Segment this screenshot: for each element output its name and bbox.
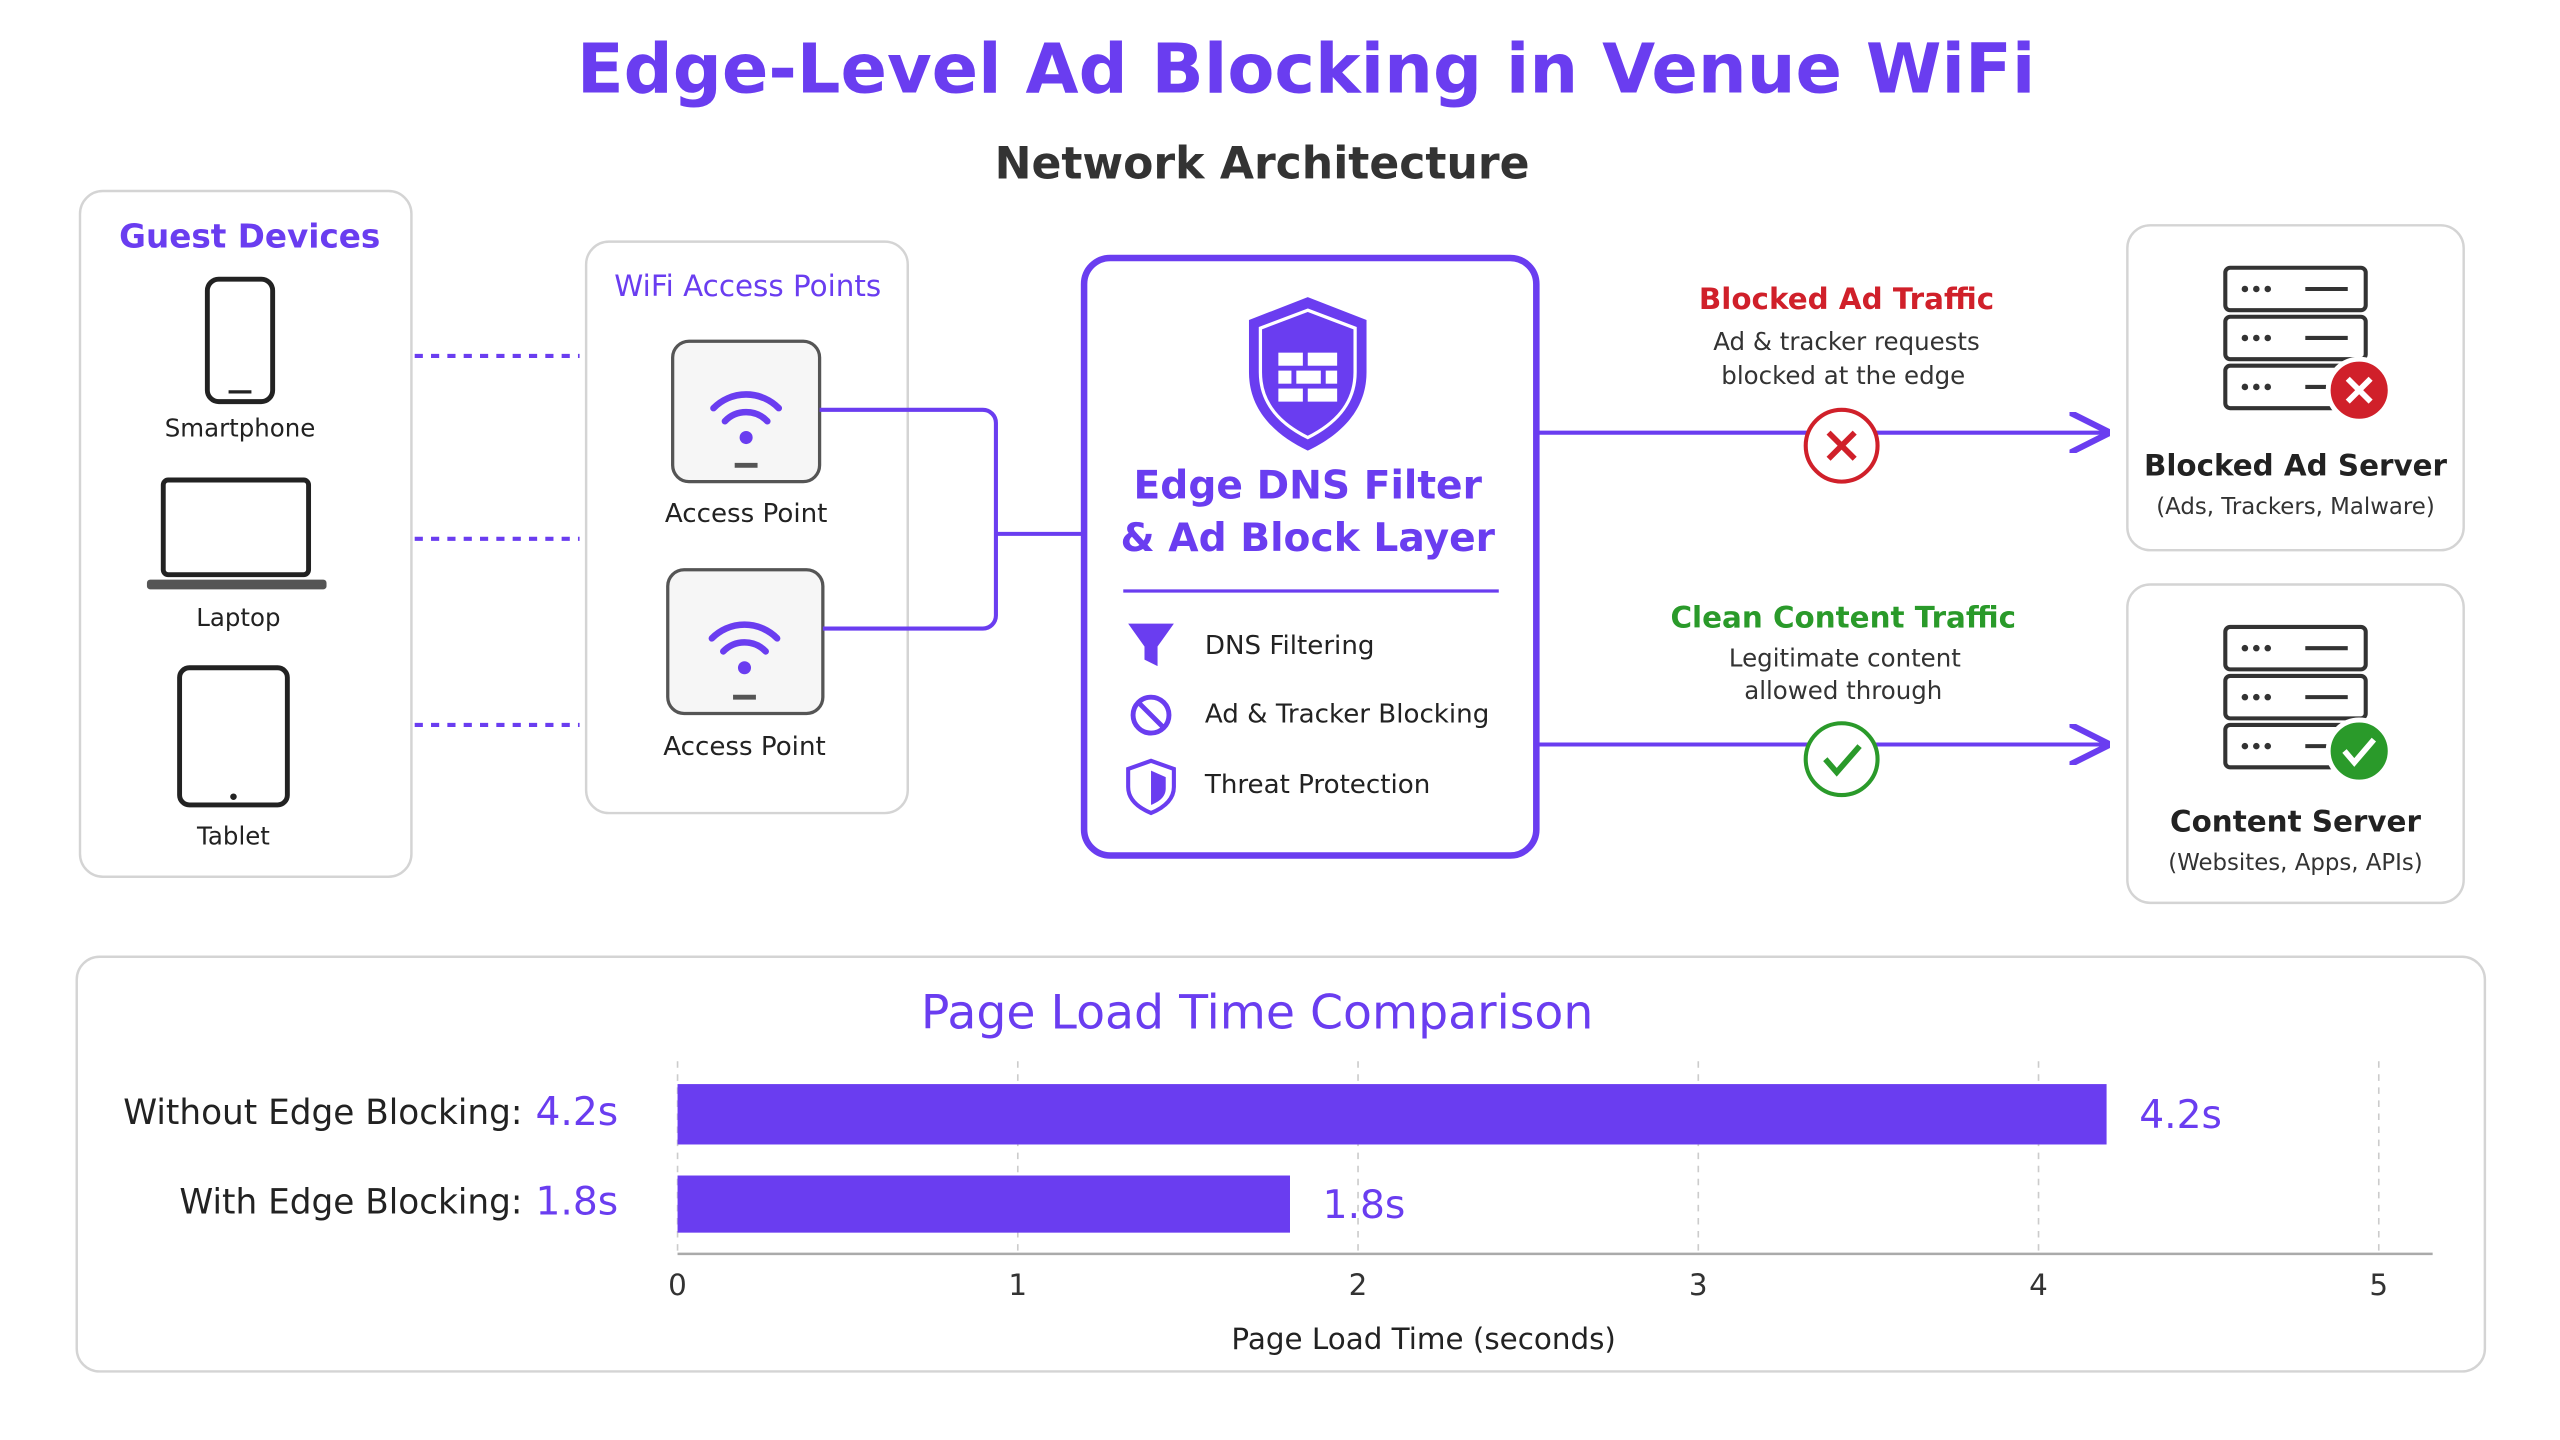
rack-led <box>2264 334 2272 342</box>
category-label: Without Edge Blocking: <box>123 1093 522 1133</box>
rack-led <box>2264 285 2272 293</box>
filter-title: & Ad Block Layer <box>1120 516 1495 561</box>
server-detail: (Websites, Apps, APIs) <box>2168 850 2422 876</box>
chart-panel <box>75 955 2487 1373</box>
blocked-server-badge <box>2325 356 2393 424</box>
x-tick-label: 5 <box>2369 1268 2388 1302</box>
server-name: Content Server <box>2170 804 2421 838</box>
subtitle: Network Architecture <box>995 139 1530 190</box>
filter-title: Edge DNS Filter <box>1134 464 1483 509</box>
tablet-icon <box>177 665 290 808</box>
category-value-label: 1.8s <box>536 1180 619 1225</box>
devices-title: Guest Devices <box>119 217 380 255</box>
smartphone-icon <box>204 276 276 405</box>
feature: Threat Protection <box>1204 770 1430 800</box>
value-label: 4.2s <box>2139 1093 2222 1138</box>
category-value-label: 4.2s <box>536 1090 619 1135</box>
x-tick-label: 2 <box>1349 1268 1368 1302</box>
rack-led <box>2253 383 2260 391</box>
block-icon <box>1130 694 1172 736</box>
access-point-icon <box>671 339 822 484</box>
flow-description: blocked at the edge <box>1721 361 1965 390</box>
rack-led <box>2241 285 2249 293</box>
rack-led <box>2253 693 2260 701</box>
shield-icon <box>1248 297 1367 451</box>
ap-title: WiFi Access Points <box>614 269 881 303</box>
feature: Ad & Tracker Blocking <box>1205 700 1489 730</box>
ap-label: Access Point <box>665 499 828 529</box>
device-label: Laptop <box>196 603 280 632</box>
blocked-badge <box>1803 407 1880 484</box>
rack-unit <box>2223 265 2368 313</box>
rack-led <box>2241 742 2249 750</box>
server-name: Blocked Ad Server <box>2144 448 2448 482</box>
rack-led <box>2264 742 2272 750</box>
device-label: Tablet <box>196 822 270 851</box>
x-tick-label: 4 <box>2029 1268 2048 1302</box>
access-point-icon <box>666 568 825 716</box>
x-axis-label: Page Load Time (seconds) <box>1231 1322 1615 1356</box>
ap-label: Access Point <box>663 732 826 762</box>
funnel-icon <box>1128 623 1174 667</box>
allowed-badge <box>1803 721 1880 798</box>
x-tick-label: 1 <box>1008 1268 1027 1302</box>
rack-led <box>2241 383 2249 391</box>
rack-led <box>2241 334 2249 342</box>
rack-led <box>2264 644 2272 652</box>
flow-title: Clean Content Traffic <box>1670 600 2016 634</box>
filter-panel <box>1080 254 1540 859</box>
category-label: With Edge Blocking: <box>179 1183 522 1223</box>
title: Edge-Level Ad Blocking in Venue WiFi <box>577 30 2036 110</box>
rack-led <box>2241 644 2249 652</box>
feature: DNS Filtering <box>1205 631 1375 661</box>
rack-unit <box>2223 314 2368 362</box>
server-detail: (Ads, Trackers, Malware) <box>2156 494 2434 520</box>
rack-led <box>2264 693 2272 701</box>
uplink-lines <box>819 407 1085 631</box>
rack-unit <box>2223 624 2368 672</box>
shield-small-icon <box>1126 758 1176 816</box>
rack-led <box>2253 285 2260 293</box>
wireless-links <box>414 353 580 727</box>
rack-led <box>2253 334 2260 342</box>
rack-led <box>2264 383 2272 391</box>
flow-title: Blocked Ad Traffic <box>1699 282 1994 316</box>
laptop-icon <box>146 477 327 590</box>
chart-title: Page Load Time Comparison <box>921 986 1593 1041</box>
rack-led <box>2253 644 2260 652</box>
rack-led <box>2253 742 2260 750</box>
devices-panel <box>78 189 413 878</box>
value-label: 1.8s <box>1323 1183 1406 1228</box>
device-label: Smartphone <box>165 413 316 442</box>
x-tick-label: 0 <box>668 1268 687 1302</box>
shield-small-fill <box>1151 770 1166 805</box>
rack-unit <box>2223 673 2368 721</box>
flow-description: allowed through <box>1744 676 1942 705</box>
content-server-badge <box>2325 717 2393 785</box>
flow-description: Ad & tracker requests <box>1713 327 1980 356</box>
bar <box>677 1175 1290 1233</box>
x-tick-label: 3 <box>1689 1268 1708 1302</box>
rack-led <box>2241 693 2249 701</box>
bar <box>677 1084 2107 1145</box>
flow-description: Legitimate content <box>1729 644 1961 673</box>
